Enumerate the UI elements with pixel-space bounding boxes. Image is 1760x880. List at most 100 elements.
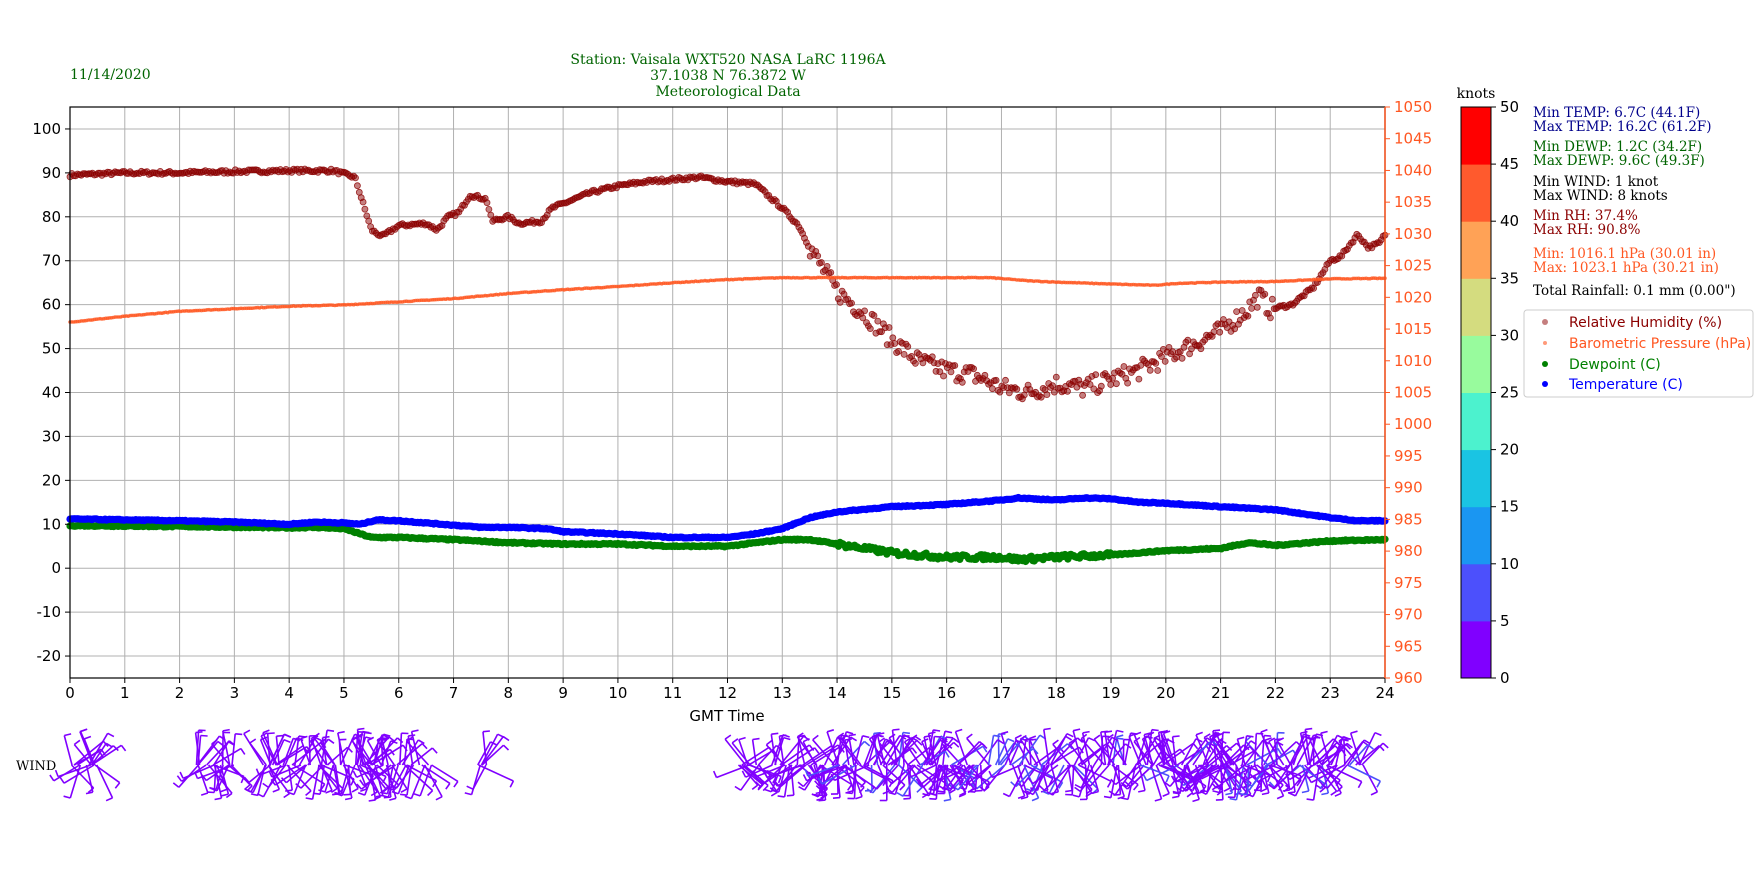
wind-barb-flag (200, 734, 208, 737)
wind-barb-flag (214, 797, 222, 801)
data-point (487, 211, 495, 219)
x-tick-label: 14 (828, 684, 847, 702)
data-point (1097, 382, 1105, 390)
wind-barb-flag (1172, 791, 1181, 795)
wind-barb-flag (445, 782, 451, 790)
wind-barb-flag (276, 734, 284, 737)
wind-barb-flag (846, 731, 854, 735)
title-line-1: Station: Vaisala WXT520 NASA LaRC 1196A (570, 52, 886, 68)
wind-barb-flag (937, 790, 945, 793)
wind-barb-flag (1321, 792, 1329, 796)
x-tick-label: 24 (1375, 684, 1394, 702)
wind-barb (796, 736, 800, 766)
wind-barb-flag (814, 747, 820, 754)
wind-barb-flag (1378, 745, 1385, 752)
wind-barb-flag (1082, 730, 1090, 734)
wind-barb-flag (1287, 791, 1296, 794)
y-tick-label-left: 10 (42, 515, 61, 533)
colorbar-tick-label: 10 (1500, 555, 1519, 573)
wind-barb-flag (240, 748, 246, 755)
colorbar-tick-label: 20 (1500, 441, 1519, 459)
wind-barb-flag (1334, 792, 1342, 797)
wind-barb-flag (855, 795, 863, 800)
data-point (1124, 379, 1131, 387)
wind-barb-flag (738, 736, 746, 741)
y-tick-label-right: 960 (1394, 669, 1423, 687)
wind-barb-flag (222, 728, 230, 732)
wind-barb-flag (1072, 794, 1080, 798)
wind-barb-flag (1301, 790, 1309, 794)
data-point (1178, 354, 1186, 362)
wind-barb-flag (285, 789, 293, 792)
data-point (936, 368, 944, 376)
data-point (827, 269, 835, 276)
wind-barb-flag (786, 794, 794, 797)
wind-barb (470, 764, 482, 795)
wind-barb-flag (283, 738, 291, 743)
wind-barb (836, 764, 839, 794)
wind-barb-flag (322, 735, 330, 739)
legend-temperature: Temperature (C) (1568, 377, 1683, 393)
y-tick-label-right: 970 (1394, 606, 1423, 624)
x-tick-label: 19 (1101, 684, 1120, 702)
wind-barb-flag (502, 744, 510, 751)
y-tick-label-right: 985 (1394, 510, 1423, 528)
wind-barb-flag (1038, 784, 1045, 791)
wind-barb-flag (1306, 798, 1314, 801)
data-point (940, 372, 947, 380)
wind-barb-flag (928, 731, 936, 735)
wind-barb-flag (1357, 781, 1363, 789)
x-tick-label: 3 (230, 684, 240, 702)
wind-barb-flag (464, 792, 472, 796)
legend-pressure: Barometric Pressure (hPa) (1569, 336, 1751, 352)
wind-barb-flag (1052, 739, 1059, 745)
wind-barb-flag (916, 786, 923, 793)
data-point (1161, 357, 1169, 365)
wind-barb-flag (1073, 728, 1081, 732)
wind-barb (1312, 764, 1320, 801)
wind-barb (96, 764, 114, 799)
y-tick-label-right: 1025 (1394, 257, 1432, 275)
data-point (1052, 373, 1060, 381)
wind-barb-flag (389, 797, 397, 801)
wind-barb (859, 764, 887, 781)
data-point (1253, 303, 1261, 311)
y-tick-label-left: 90 (42, 164, 61, 182)
colorbar-tick-label: 40 (1500, 212, 1519, 230)
colorbar-tick-label: 15 (1500, 498, 1519, 516)
y-tick-label-right: 1050 (1394, 98, 1432, 116)
wind-barb-flag (945, 736, 954, 739)
wind-barb-flag (1370, 791, 1378, 796)
wind-barb-flag (1305, 727, 1313, 731)
colorbar-label: knots (1457, 86, 1496, 102)
data-point (1013, 385, 1021, 393)
wind-barb-flag (221, 793, 229, 797)
data-point (1238, 307, 1246, 314)
data-point (885, 324, 893, 331)
wind-barb-flag (357, 792, 366, 796)
data-point (992, 376, 1000, 384)
data-point (1043, 391, 1051, 399)
x-axis: 0 1 2 3 4 5 6 7 8 9 10 11 12 13 14 15 16 17 18 19 20 21 22 23 24 (65, 678, 1395, 702)
wind-barb-flag (845, 791, 853, 795)
data-point (951, 362, 959, 369)
wind-barb-flag (105, 797, 113, 802)
data-point (904, 343, 912, 350)
y-tick-label-right: 1030 (1394, 225, 1432, 243)
legend-marker-pressure (1543, 341, 1547, 345)
y-tick-label-left: 60 (42, 296, 61, 314)
wind-barb-flag (453, 780, 459, 788)
wind-barb-flag (64, 733, 72, 737)
wind-barb-flag (114, 782, 121, 789)
wind-barb-flag (330, 787, 338, 794)
wind-barb-flag (408, 734, 416, 737)
wind-barb-flag (1162, 792, 1170, 797)
wind-barb-flag (955, 728, 963, 733)
data-point (833, 281, 840, 289)
wind-barb-flag (1025, 738, 1034, 741)
wind-barb-flag (411, 729, 419, 733)
wind-barb-flag (933, 729, 941, 732)
wind-barb-flag (944, 730, 953, 734)
data-point (1188, 345, 1195, 353)
